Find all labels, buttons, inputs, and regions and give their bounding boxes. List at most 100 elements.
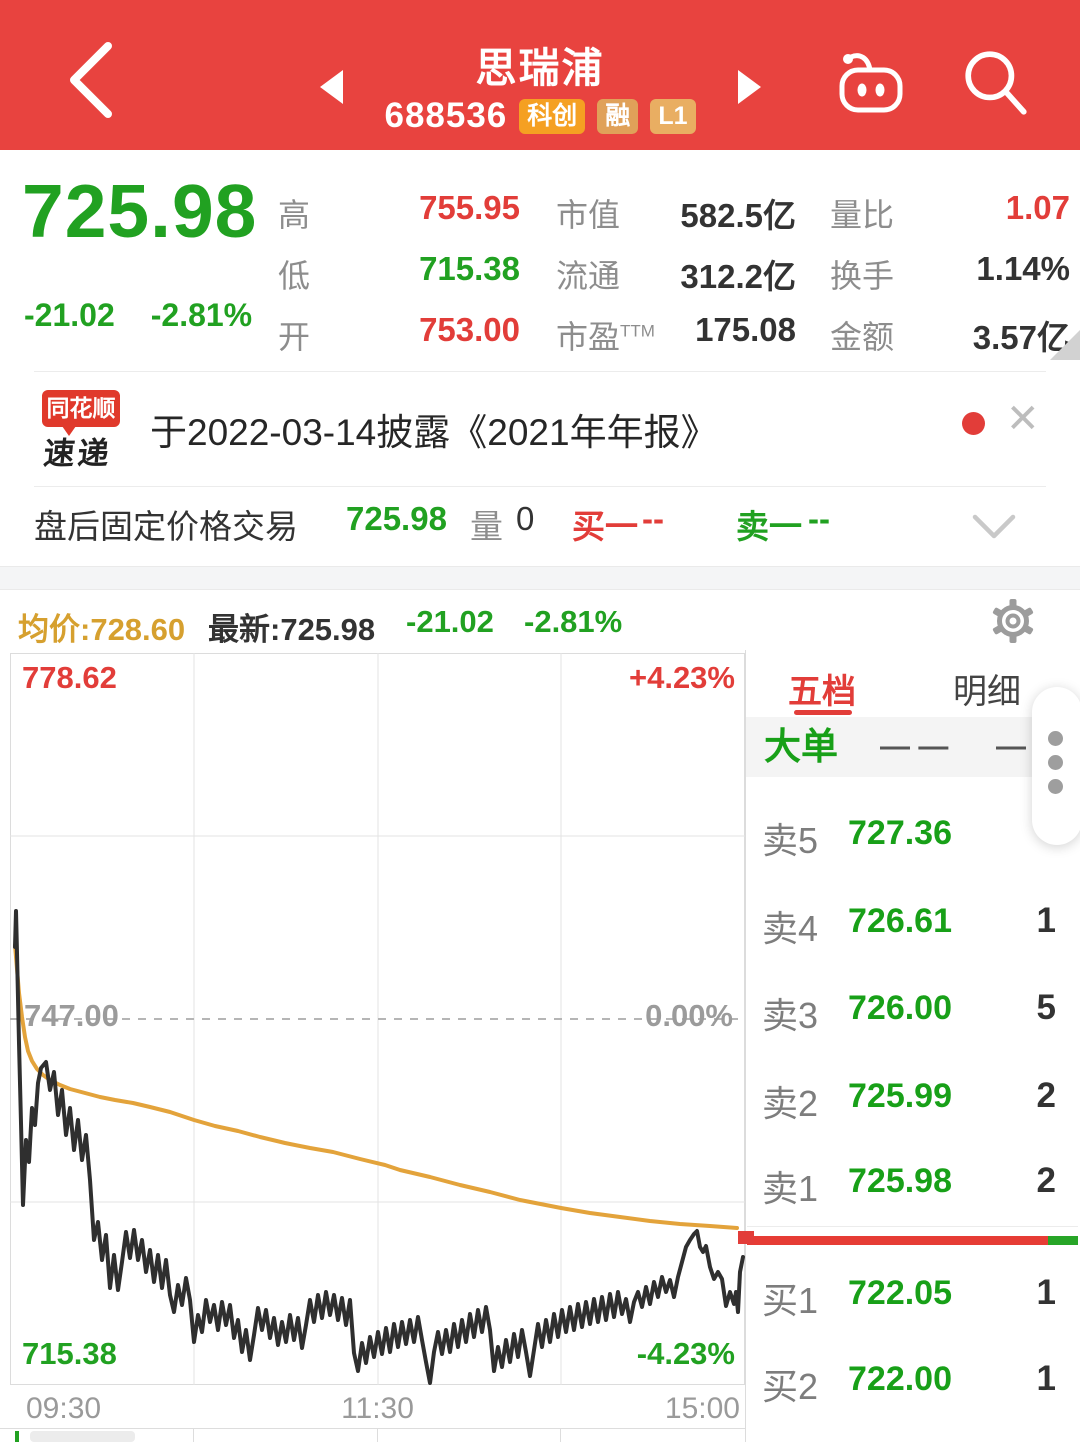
ask1-volume: 2 xyxy=(1036,1161,1056,1200)
bid1-price[interactable]: 722.05 xyxy=(848,1274,952,1312)
ths-logo-sub: 速递 xyxy=(41,436,114,471)
stat-value-high: 755.95 xyxy=(419,189,520,226)
stat-value-low: 715.38 xyxy=(419,250,520,287)
sell-ratio-segment xyxy=(747,1236,1048,1245)
news-headline[interactable]: 于2022-03-14披露《2021年年报》 xyxy=(150,412,718,453)
tag-rong: 融 xyxy=(597,98,639,134)
bid2-price[interactable]: 722.00 xyxy=(848,1360,952,1398)
stat-label-open: 开 xyxy=(278,319,311,355)
chart-min-price: 715.38 xyxy=(22,1336,117,1371)
handle-dot xyxy=(1048,731,1063,746)
buy-sell-ratio-bar xyxy=(747,1236,1078,1245)
panel-divider xyxy=(745,650,746,1442)
ask4-label[interactable]: 卖4 xyxy=(762,908,819,949)
ask3-volume: 5 xyxy=(1036,988,1056,1027)
divider xyxy=(34,371,1046,372)
expand-corner-icon[interactable] xyxy=(1050,328,1080,360)
stat-value-amount: 3.57亿 xyxy=(972,319,1070,356)
panel-drag-handle[interactable] xyxy=(1032,687,1080,845)
ask3-label[interactable]: 卖3 xyxy=(762,995,819,1036)
afterhours-buy-label: 买一 xyxy=(572,508,638,545)
divider xyxy=(0,1428,746,1429)
big-order-label: 大单 xyxy=(764,726,838,767)
stat-label-pe: 市盈TTM xyxy=(556,319,655,355)
tag-l1: L1 xyxy=(650,98,696,134)
stat-label-float: 流通 xyxy=(556,258,621,294)
active-tab-underline xyxy=(794,710,852,715)
chart-max-pct: +4.23% xyxy=(628,660,735,695)
ask2-label[interactable]: 卖2 xyxy=(762,1083,819,1124)
current-price-tick xyxy=(738,1231,754,1244)
ask1-price[interactable]: 725.98 xyxy=(848,1162,952,1200)
big-order-row[interactable]: 大单 — — — xyxy=(746,717,1080,777)
back-icon[interactable] xyxy=(62,40,118,120)
stat-value-float: 312.2亿 xyxy=(680,258,796,295)
stat-label-volratio: 量比 xyxy=(830,197,895,233)
gridline-stub xyxy=(377,1429,378,1442)
close-news-icon[interactable]: ✕ xyxy=(1006,397,1040,441)
divider xyxy=(34,486,1046,487)
stat-label-amount: 金额 xyxy=(830,319,895,355)
bid1-label[interactable]: 买1 xyxy=(762,1280,819,1321)
ths-logo: 同花顺 xyxy=(42,390,120,427)
ask3-price[interactable]: 726.00 xyxy=(848,989,952,1027)
big-order-value-1: — — xyxy=(880,730,949,763)
gridline-stub xyxy=(560,1429,561,1442)
price-change-row: -21.02 -2.81% xyxy=(24,297,252,334)
ask2-volume: 2 xyxy=(1036,1076,1056,1115)
bid2-volume: 1 xyxy=(1036,1359,1056,1398)
chart-change-pct: -2.81% xyxy=(524,604,623,639)
price-line xyxy=(13,909,745,1385)
bid2-label[interactable]: 买2 xyxy=(762,1366,819,1407)
tab-detail[interactable]: 明细 xyxy=(953,673,1021,711)
afterhours-buy-value: -- xyxy=(642,500,664,537)
time-close: 15:00 xyxy=(664,1392,740,1425)
stat-label-turnover: 换手 xyxy=(830,258,895,294)
ask4-volume: 1 xyxy=(1036,901,1056,940)
robot-assistant-icon[interactable] xyxy=(834,50,908,116)
ask2-price[interactable]: 725.99 xyxy=(848,1077,952,1115)
intraday-chart[interactable] xyxy=(10,653,745,1385)
stat-label-high: 高 xyxy=(278,197,311,233)
search-icon[interactable] xyxy=(962,48,1030,118)
gridline-stub xyxy=(193,1429,194,1442)
next-stock-icon[interactable] xyxy=(738,70,761,104)
stock-code-row: 688536 科创 融 L1 xyxy=(240,96,840,136)
volume-chip-stub xyxy=(30,1431,135,1442)
ask5-label[interactable]: 卖5 xyxy=(762,820,819,861)
chart-change: -21.02 xyxy=(406,604,494,639)
stock-title: 思瑞浦 xyxy=(475,45,605,91)
prev-stock-icon[interactable] xyxy=(320,70,343,104)
afterhours-label: 盘后固定价格交易 xyxy=(34,508,298,545)
chevron-down-icon[interactable] xyxy=(972,514,1016,540)
stat-value-mktcap: 582.5亿 xyxy=(680,197,796,234)
price-change: -21.02 xyxy=(24,297,115,333)
ask5-price[interactable]: 727.36 xyxy=(848,814,952,852)
avg-price-line xyxy=(13,943,739,1230)
chart-min-pct: -4.23% xyxy=(636,1336,735,1371)
ask1-label[interactable]: 卖1 xyxy=(762,1168,819,1209)
gear-icon[interactable] xyxy=(990,598,1036,644)
chart-max-price: 778.62 xyxy=(22,660,117,695)
time-mid: 11:30 xyxy=(341,1392,414,1425)
stat-value-turnover: 1.14% xyxy=(976,250,1070,287)
tag-kechuang: 科创 xyxy=(519,98,586,134)
pe-ttm-sup: TTM xyxy=(620,321,655,341)
latest-price-label: 最新:725.98 xyxy=(208,612,376,647)
afterhours-price: 725.98 xyxy=(346,500,447,537)
stock-code: 688536 xyxy=(384,96,508,135)
price-change-pct: -2.81% xyxy=(150,297,253,333)
afterhours-vol-label: 量 xyxy=(470,508,503,545)
chart-prevclose-pct: 0.00% xyxy=(645,998,733,1033)
buy-ratio-segment xyxy=(1048,1236,1078,1245)
big-order-value-2: — xyxy=(996,730,1026,763)
tab-five-levels[interactable]: 五档 xyxy=(788,673,856,711)
stat-value-volratio: 1.07 xyxy=(1005,189,1070,226)
ask4-price[interactable]: 726.61 xyxy=(848,902,952,940)
bid1-volume: 1 xyxy=(1036,1273,1056,1312)
stat-label-mktcap: 市值 xyxy=(556,197,621,233)
divider xyxy=(747,1226,1078,1227)
afterhours-sell-value: -- xyxy=(808,500,830,537)
ths-logo-tail xyxy=(62,426,76,436)
